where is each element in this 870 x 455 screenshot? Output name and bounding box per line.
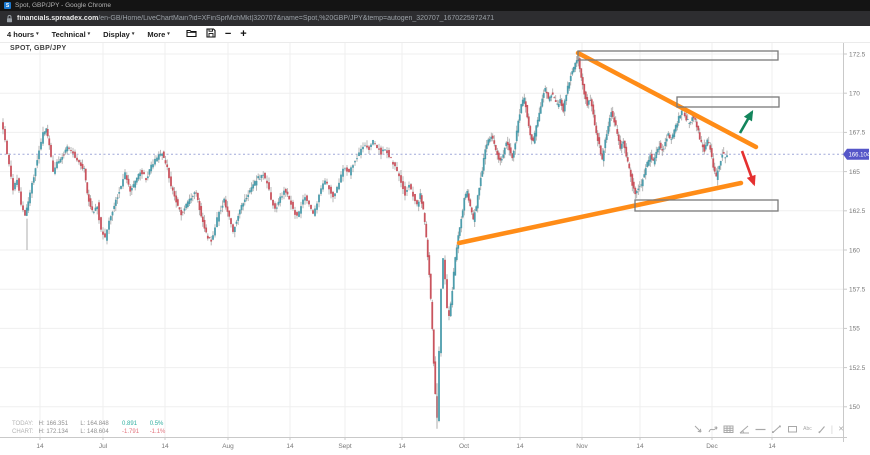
chevron-down-icon: ▾: [167, 31, 170, 37]
tab-title: Spot, GBP/JPY - Google Chrome: [15, 2, 111, 9]
chevron-down-icon: ▾: [131, 31, 135, 37]
site-favicon-icon: S: [4, 2, 11, 9]
chart-high: H: 172.134: [38, 429, 69, 435]
toolbar-divider: |: [830, 423, 834, 434]
trendline-tool-icon[interactable]: [771, 424, 782, 434]
browser-urlbar[interactable]: financials.spreadex.com/en-GB/Home/LiveC…: [0, 11, 870, 26]
chart-change: -1.791: [122, 429, 140, 435]
svg-text:Dec: Dec: [706, 443, 718, 450]
save-chart-button[interactable]: [206, 25, 216, 43]
today-high: H: 166.351: [38, 421, 69, 427]
svg-text:Sept: Sept: [338, 443, 352, 450]
today-low: L: 164.848: [80, 421, 109, 427]
svg-text:160: 160: [849, 247, 860, 254]
lock-icon: [6, 10, 13, 28]
svg-text:172.5: 172.5: [849, 51, 866, 58]
svg-text:14: 14: [516, 443, 524, 450]
svg-text:157.5: 157.5: [849, 287, 866, 294]
chart-toolbar: 4 hours ▾ Technical ▾ Display ▾ More ▾: [0, 26, 870, 43]
svg-text:170: 170: [849, 91, 860, 98]
svg-text:167.5: 167.5: [849, 130, 866, 137]
menu-more[interactable]: More ▾: [147, 29, 170, 39]
svg-text:14: 14: [636, 443, 644, 450]
chart-change-pct: -1.1%: [149, 429, 166, 435]
menu-technical[interactable]: Technical ▾: [51, 29, 91, 39]
open-chart-button[interactable]: [186, 25, 197, 43]
horizontal-line-tool-icon[interactable]: [755, 424, 766, 434]
close-icon[interactable]: ✕: [838, 425, 844, 433]
browser-titlebar: S Spot, GBP/JPY - Google Chrome: [0, 0, 870, 11]
svg-text:165: 165: [849, 169, 860, 176]
chart-low: L: 148.604: [80, 429, 109, 435]
svg-text:14: 14: [398, 443, 406, 450]
svg-text:162.5: 162.5: [849, 208, 866, 215]
today-stats-row: TODAY: H: 166.351 L: 164.848 0.891 0.5%: [12, 420, 165, 428]
price-stats: TODAY: H: 166.351 L: 164.848 0.891 0.5% …: [12, 420, 165, 436]
chart-label: CHART:: [12, 429, 34, 435]
svg-text:Nov: Nov: [576, 443, 588, 450]
rectangle-tool-icon[interactable]: [787, 424, 798, 434]
svg-text:Oct: Oct: [459, 443, 469, 450]
svg-text:Aug: Aug: [222, 443, 234, 450]
text-tool-icon[interactable]: Abc: [803, 426, 812, 432]
chevron-down-icon: ▾: [36, 31, 39, 37]
svg-text:14: 14: [286, 443, 294, 450]
drawing-toolbar: Abc | ✕: [693, 424, 844, 434]
svg-text:155: 155: [849, 326, 860, 333]
pencil-tool-icon[interactable]: [817, 424, 826, 434]
zoom-out-button[interactable]: −: [224, 28, 232, 40]
today-change-pct: 0.5%: [149, 421, 164, 427]
svg-text:14: 14: [36, 443, 44, 450]
svg-text:Jul: Jul: [99, 443, 108, 450]
zoom-in-button[interactable]: +: [240, 28, 247, 40]
svg-text:152.5: 152.5: [849, 365, 866, 372]
svg-text:150: 150: [849, 404, 860, 411]
chevron-down-icon: ▾: [87, 31, 91, 37]
svg-text:14: 14: [768, 443, 776, 450]
symbol-label[interactable]: SPOT, GBP/JPY: [10, 45, 67, 52]
polyline-tool-icon[interactable]: [708, 424, 718, 434]
url-domain: financials.spreadex.com: [17, 15, 99, 22]
url-text[interactable]: financials.spreadex.com/en-GB/Home/LiveC…: [17, 15, 494, 22]
url-path: /en-GB/Home/LiveChartMain?id=XFinSprMchM…: [98, 15, 495, 22]
chart-stats-row: CHART: H: 172.134 L: 148.604 -1.791 -1.1…: [12, 428, 165, 436]
today-change: 0.891: [122, 421, 138, 427]
menu-display[interactable]: Display ▾: [103, 29, 135, 39]
menu-timeframe[interactable]: 4 hours ▾: [7, 29, 39, 39]
angle-tool-icon[interactable]: [739, 424, 750, 434]
grid-tool-icon[interactable]: [723, 424, 734, 434]
current-price-badge: 166.104: [849, 153, 870, 159]
svg-text:14: 14: [161, 443, 169, 450]
pointer-tool-icon[interactable]: [693, 424, 703, 434]
today-label: TODAY:: [12, 421, 34, 427]
